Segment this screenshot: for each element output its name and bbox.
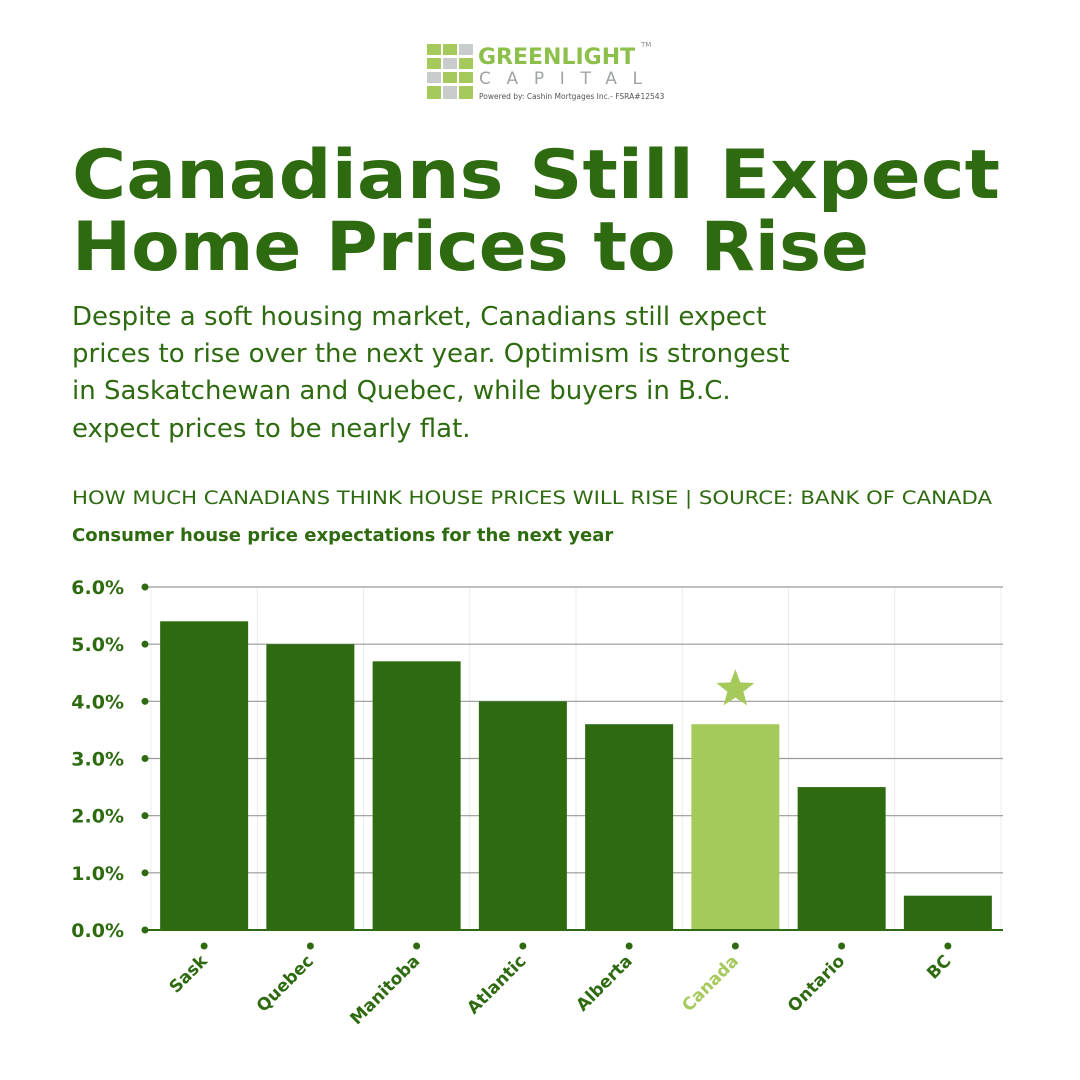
description-line: in Saskatchewan and Quebec, while buyers… xyxy=(72,376,731,406)
y-tick-label: 5.0% xyxy=(71,634,124,656)
bar xyxy=(160,621,249,930)
y-tick-dot xyxy=(141,812,149,820)
y-tick-label: 4.0% xyxy=(71,691,124,713)
y-tick-dot xyxy=(141,697,149,705)
bar xyxy=(797,787,886,930)
y-tick-label: 6.0% xyxy=(71,577,124,599)
x-tick-dot xyxy=(306,942,314,950)
description-line: expect prices to be nearly flat. xyxy=(72,414,471,444)
x-tick-dot xyxy=(519,942,527,950)
x-tick-dot xyxy=(625,942,633,950)
highlight-star xyxy=(716,669,755,706)
bar xyxy=(585,724,674,930)
bar xyxy=(903,895,992,930)
y-tick-label: 3.0% xyxy=(71,749,124,771)
chart-title: HOW MUCH CANADIANS THINK HOUSE PRICES WI… xyxy=(72,487,992,509)
bar xyxy=(478,701,567,930)
y-tick-dot xyxy=(141,755,149,762)
logo-name: GREENLIGHT xyxy=(478,45,635,70)
logo-powered-by: Powered by: Cashin Mortgages Inc.- FSRA#… xyxy=(479,92,665,101)
y-tick-label: 1.0% xyxy=(71,863,124,885)
chart-subtitle: Consumer house price expectations for th… xyxy=(72,525,613,546)
logo-trademark: TM xyxy=(640,41,651,49)
x-tick-dot xyxy=(944,942,952,950)
bar xyxy=(266,644,355,930)
headline: Canadians Still Expect xyxy=(72,136,1000,215)
description: Despite a soft housing market, Canadians… xyxy=(72,302,789,444)
y-tick-label: 0.0% xyxy=(71,920,124,942)
x-tick-dot xyxy=(838,942,846,950)
description-line: prices to rise over the next year. Optim… xyxy=(72,339,789,369)
y-tick-dot xyxy=(141,869,149,877)
description-line: Despite a soft housing market, Canadians… xyxy=(72,302,766,332)
y-tick-label: 2.0% xyxy=(71,806,124,828)
x-tick-dot xyxy=(413,942,421,950)
x-tick-dot xyxy=(731,942,739,950)
bar xyxy=(691,724,780,930)
x-tick-dot xyxy=(200,942,208,950)
y-tick-dot xyxy=(141,640,149,648)
headline: Home Prices to Rise xyxy=(72,208,869,287)
y-tick-dot xyxy=(141,583,149,591)
bar xyxy=(372,661,461,930)
logo-mark xyxy=(427,44,473,99)
plot: 0.0%1.0%2.0%3.0%4.0%5.0%6.0%Sask Quebec Ma… xyxy=(71,577,1003,1029)
